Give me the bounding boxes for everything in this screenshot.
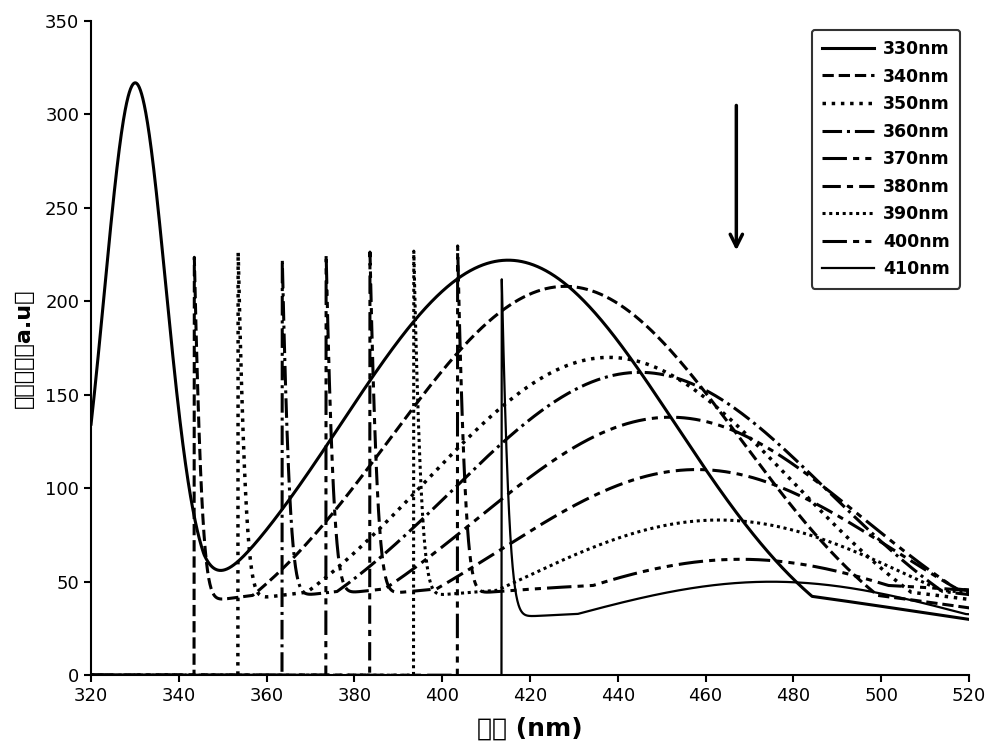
Legend: 330nm, 340nm, 350nm, 360nm, 370nm, 380nm, 390nm, 400nm, 410nm: 330nm, 340nm, 350nm, 360nm, 370nm, 380nm… <box>812 29 960 289</box>
X-axis label: 波长 (nm): 波长 (nm) <box>477 716 583 740</box>
Y-axis label: 荧光强度（a.u）: 荧光强度（a.u） <box>14 288 34 408</box>
